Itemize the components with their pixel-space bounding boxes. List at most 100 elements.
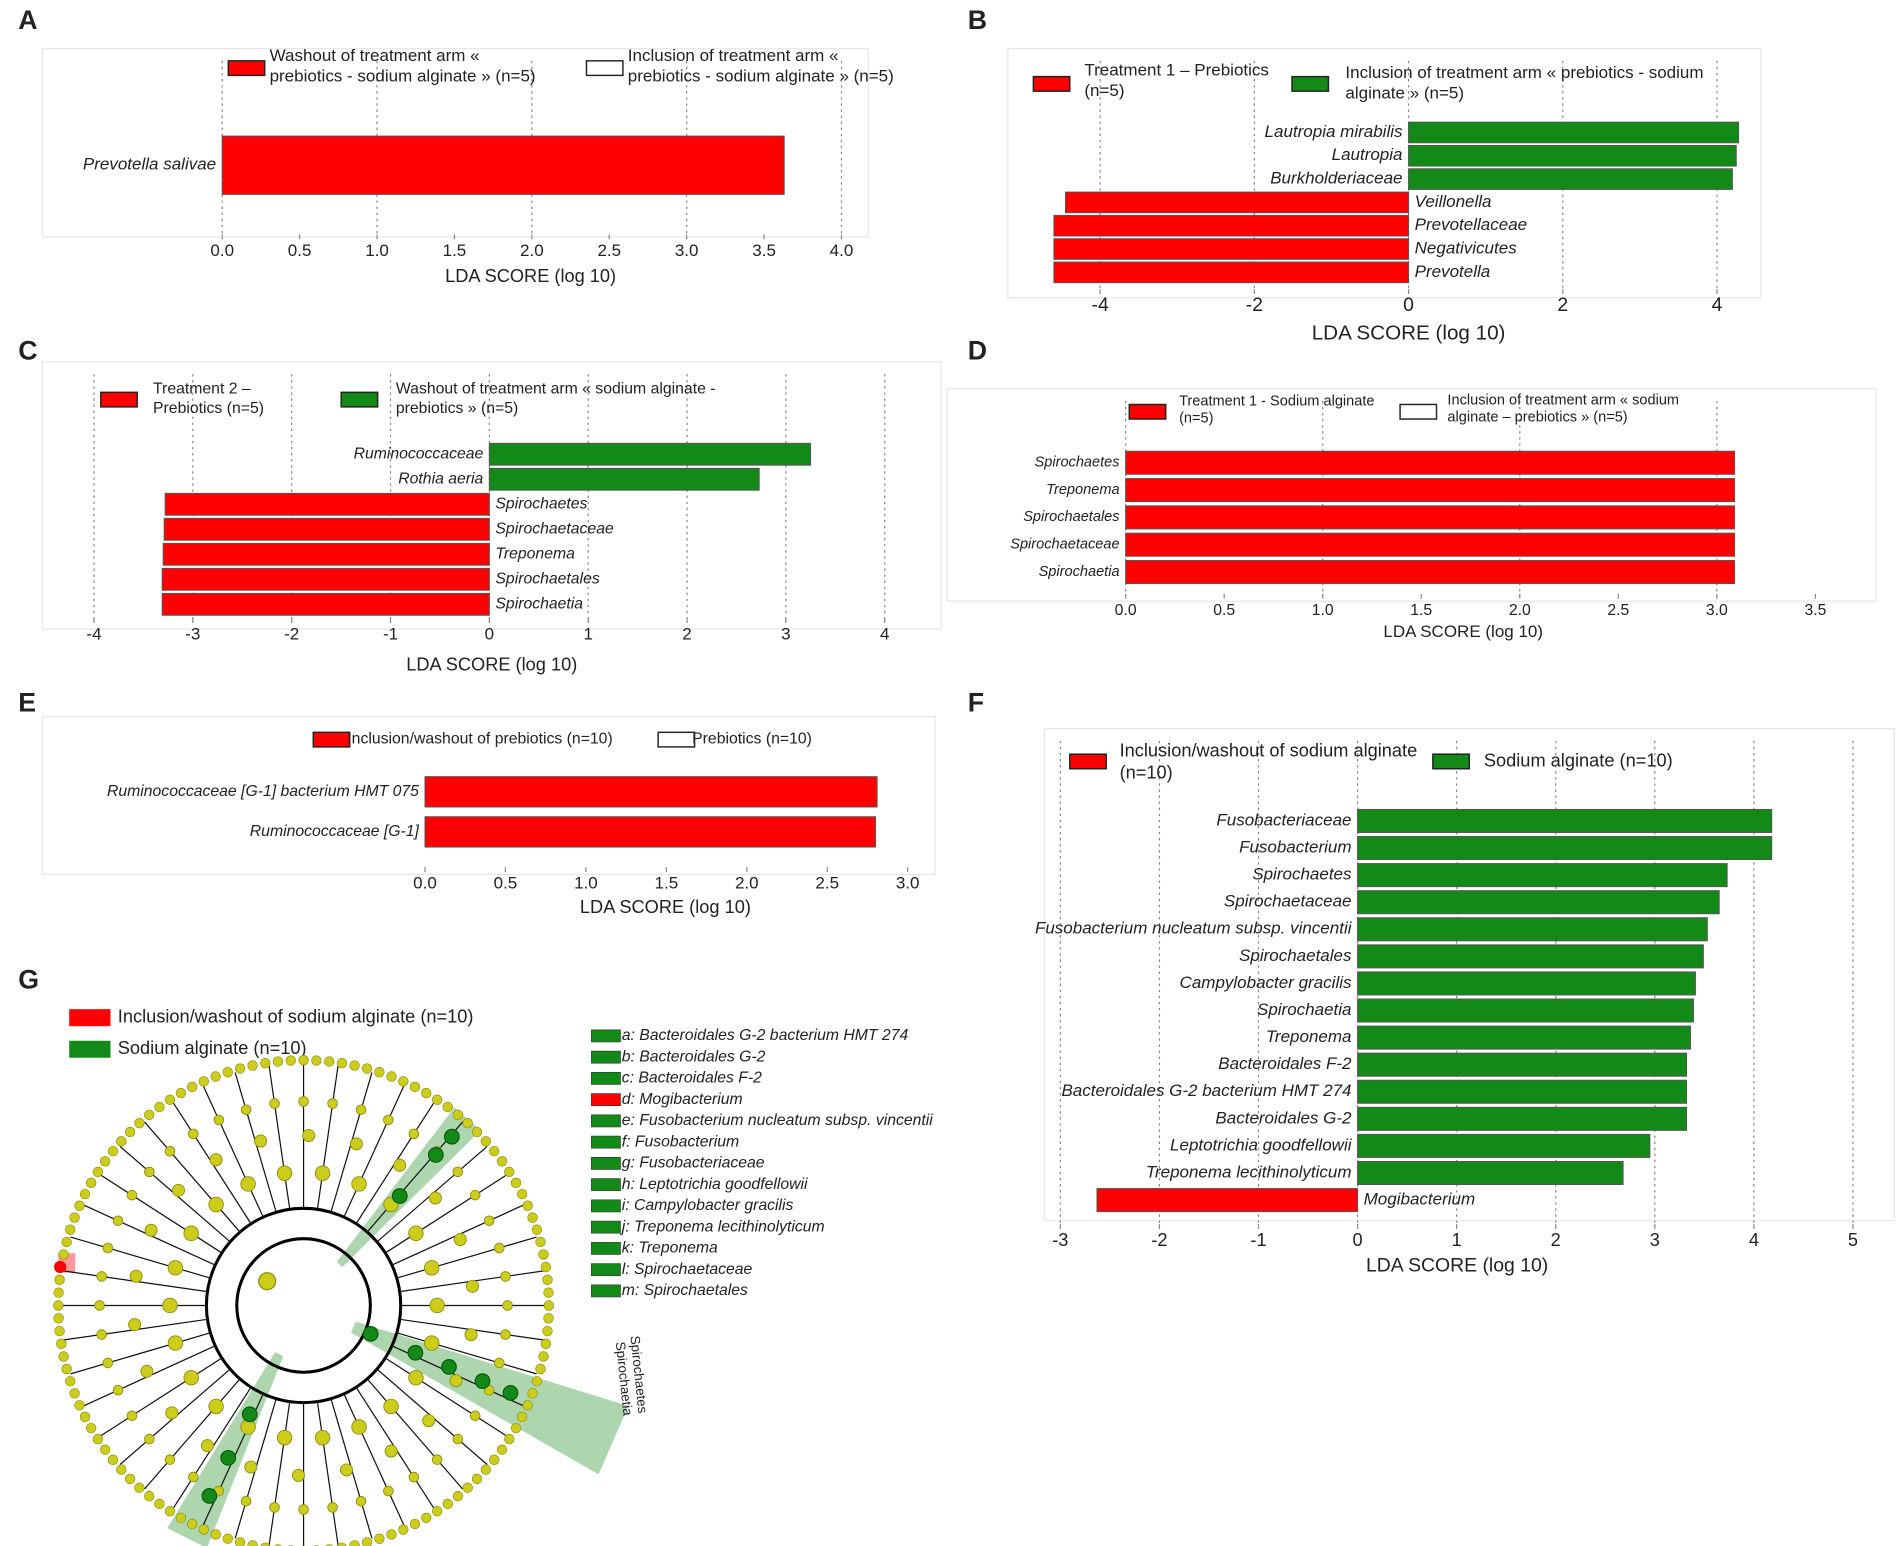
legend-label: Washout of treatment arm « sodium algina…	[395, 378, 716, 417]
bar	[1125, 450, 1736, 475]
tree-node	[96, 1271, 107, 1282]
key-swatch	[591, 1072, 621, 1085]
leaf-node	[480, 1136, 492, 1147]
leaf-node	[480, 1464, 492, 1475]
leaf-node	[374, 1067, 385, 1078]
leaf-node	[311, 1055, 322, 1066]
leaf-node	[92, 1433, 104, 1445]
x-tick-label: 2	[1557, 294, 1568, 316]
key-label: g: Fusobacteriaceae	[622, 1155, 765, 1172]
leaf-node	[516, 1411, 528, 1422]
leaf-node	[53, 1287, 64, 1298]
tree-branch	[366, 1378, 464, 1490]
leaf-node	[535, 1236, 546, 1248]
bar	[1125, 532, 1736, 557]
legend-swatch	[1432, 753, 1471, 770]
category-label: Spirochaetes	[495, 495, 587, 512]
leaf-node	[298, 1055, 309, 1066]
leaf-node	[538, 1249, 549, 1260]
leaf-node	[361, 1063, 373, 1074]
tree-node	[244, 1460, 258, 1474]
tree-branch	[202, 1084, 264, 1218]
tree-node	[349, 1137, 363, 1151]
leaf-node	[527, 1212, 538, 1223]
x-tick-label: 2.0	[520, 241, 544, 260]
tree-node	[502, 1300, 513, 1311]
tree-node	[469, 1189, 481, 1201]
bar	[1357, 863, 1728, 888]
tree-node	[240, 1495, 252, 1507]
bar	[1125, 560, 1736, 585]
leaf-node	[489, 1454, 500, 1465]
bar	[161, 567, 490, 591]
legend-label: Inclusion of treatment arm « sodium algi…	[1447, 391, 1680, 426]
leaf-node	[99, 1156, 111, 1167]
tree-branch	[396, 1236, 537, 1279]
x-tick-label: -1	[1250, 1230, 1266, 1250]
key-swatch	[591, 1135, 621, 1149]
tree-node	[483, 1215, 495, 1227]
key-swatch	[591, 1263, 621, 1277]
x-tick-label: -4	[86, 625, 101, 644]
bar	[1357, 808, 1773, 833]
leaf-node	[452, 1109, 464, 1121]
category-label: Spirochaetales	[495, 570, 599, 587]
tree-node	[408, 1128, 420, 1140]
tree-branch	[70, 1332, 211, 1375]
leaf-node	[531, 1224, 543, 1235]
key-swatch	[591, 1199, 621, 1213]
bar	[1357, 1052, 1688, 1077]
x-tick-label: 2	[682, 625, 691, 644]
tree-node	[164, 1146, 176, 1157]
legend-swatch	[657, 731, 696, 748]
panel-frame	[946, 388, 1877, 602]
x-tick-label: 4	[880, 625, 889, 644]
x-tick-label: 3	[781, 625, 790, 644]
category-label: Negativicutes	[1415, 239, 1518, 258]
legend-swatch	[1128, 403, 1167, 420]
clade-node	[441, 1359, 457, 1375]
tree-node	[167, 1335, 184, 1351]
x-tick-label: 0.5	[1213, 602, 1235, 619]
panel-frame	[41, 715, 936, 875]
tree-node	[240, 1176, 256, 1192]
x-tick-label: 0.0	[210, 241, 234, 260]
clade-node	[391, 1188, 408, 1204]
tree-node	[276, 1429, 293, 1446]
tree-node	[291, 1468, 305, 1482]
tree-node	[469, 1410, 481, 1422]
leaf-node	[247, 1540, 258, 1546]
x-tick-label: 0.0	[1115, 602, 1137, 619]
legend-label: Inclusion/washout of sodium alginate (n=…	[1119, 740, 1418, 784]
tree-branch	[70, 1236, 211, 1279]
bar	[221, 135, 785, 195]
leaf-node	[79, 1411, 91, 1422]
tree-node	[351, 1419, 367, 1435]
tree-node	[431, 1454, 443, 1465]
x-tick-label: 0	[485, 625, 494, 644]
x-axis-label: LDA SCORE (log 10)	[406, 654, 577, 674]
tree-node	[269, 1502, 280, 1513]
legend-text-box: Treatment 1 - Sodium alginate (n=5)	[1179, 392, 1374, 426]
clade-node	[474, 1373, 491, 1390]
tree-node	[393, 1158, 407, 1172]
legend-swatch	[1399, 403, 1438, 420]
leaf-node	[124, 1126, 136, 1138]
leaf-node	[74, 1400, 85, 1411]
tree-node	[500, 1329, 511, 1340]
key-swatch	[591, 1093, 621, 1107]
x-tick-label: 3.5	[752, 241, 776, 260]
key-swatch	[591, 1029, 621, 1043]
tree-branch	[144, 1121, 241, 1233]
category-label: Treponema	[495, 545, 575, 562]
panel-frame	[1007, 48, 1762, 299]
x-tick-label: -3	[1052, 1230, 1068, 1250]
clade-highlight	[167, 1352, 284, 1546]
tree-branch	[268, 1064, 291, 1210]
category-label: Spirochaetes	[1035, 455, 1120, 471]
panel-frame	[1043, 728, 1895, 1222]
leaf-node	[285, 1055, 296, 1066]
leaf-node	[74, 1200, 85, 1211]
clade-node	[427, 1147, 444, 1163]
